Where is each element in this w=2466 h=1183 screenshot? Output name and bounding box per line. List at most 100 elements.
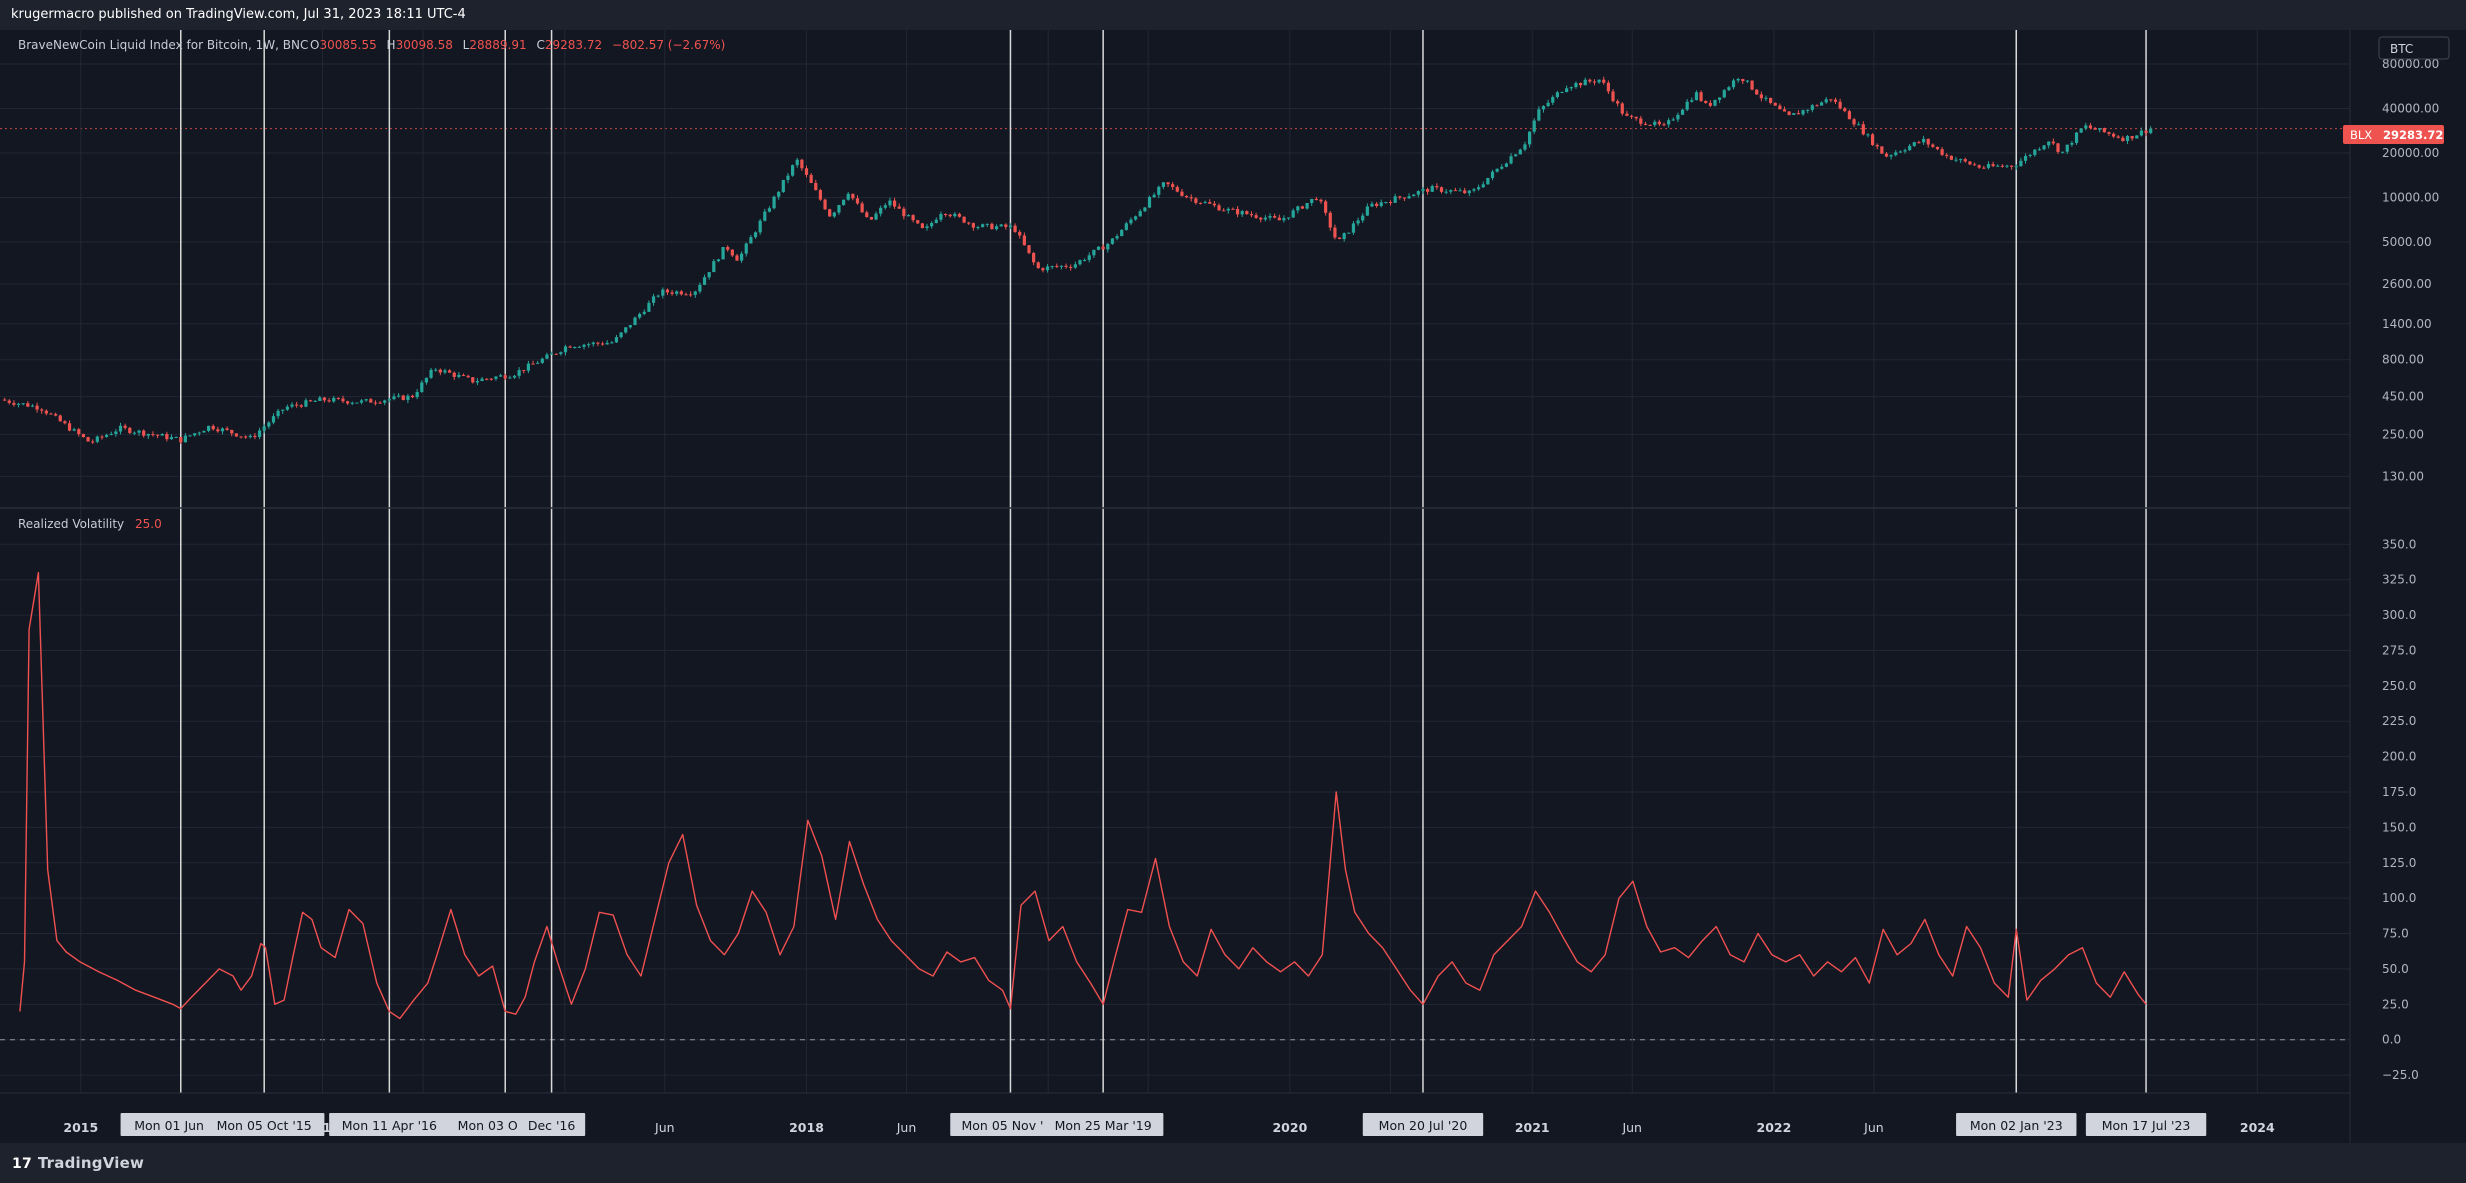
candle-body <box>823 199 827 210</box>
publish-header: krugermacro published on TradingView.com… <box>0 0 2466 30</box>
candle-body <box>244 436 248 438</box>
candle-body <box>846 193 850 200</box>
candle-body <box>531 363 535 365</box>
candle-body <box>818 190 823 200</box>
candle-body <box>837 205 841 213</box>
candle-body <box>767 208 772 212</box>
candle-body <box>642 311 646 314</box>
candle-body <box>7 400 11 403</box>
candle-body <box>1796 113 1801 115</box>
candle-body <box>1713 99 1717 106</box>
candle-body <box>1616 101 1620 104</box>
candle-body <box>1453 190 1458 192</box>
candle-body <box>1588 79 1592 82</box>
candle-body <box>957 213 962 217</box>
candle-body <box>1073 264 1077 268</box>
candle-body <box>1101 246 1105 250</box>
candle-body <box>1115 236 1119 239</box>
vol-tick-label: 275.0 <box>2382 643 2416 657</box>
chart-area[interactable]: 80000.00 40000.00 20000.00 10000.00 5000.00 2… <box>0 30 2466 1143</box>
candle-body <box>1912 142 1916 146</box>
symbol-button[interactable]: BTC <box>2378 36 2450 60</box>
candle-body <box>174 437 178 439</box>
tradingview-logo[interactable]: 17 TradingView <box>12 1154 144 1172</box>
candle-body <box>1926 138 1930 145</box>
legend-change: −802.57 (−2.67%) <box>612 38 725 52</box>
candle-body <box>1337 237 1342 240</box>
candle-body <box>2139 130 2144 136</box>
candle-body <box>994 226 999 230</box>
candle-body <box>267 422 271 427</box>
candle-body <box>892 200 897 207</box>
candle-body <box>271 416 276 423</box>
candle-body <box>1152 194 1156 198</box>
candle-body <box>1375 203 1379 206</box>
candle-body <box>1171 184 1175 187</box>
legend-symbol: BraveNewCoin Liquid Index for Bitcoin, 1… <box>18 38 308 52</box>
candle-body <box>1129 219 1133 224</box>
price-badge-price: 29283.72 <box>2383 128 2443 142</box>
chart-svg[interactable]: 80000.00 40000.00 20000.00 10000.00 5000.00 2… <box>0 30 2466 1143</box>
candle-body <box>1180 191 1184 196</box>
candle-body <box>2028 155 2032 157</box>
candle-body <box>1718 97 1722 100</box>
candle-body <box>777 191 781 197</box>
candle-body <box>1676 114 1680 120</box>
candle-body <box>1041 268 1045 271</box>
candle-body <box>281 409 285 411</box>
candle-body <box>1949 155 1953 160</box>
symbol-button-label[interactable]: BTC <box>2390 42 2413 56</box>
candle-body <box>438 369 442 373</box>
candle-body <box>1305 203 1309 209</box>
candle-body <box>313 400 317 402</box>
candle-body <box>1351 223 1356 233</box>
marker-date-badge <box>204 1113 325 1136</box>
candle-body <box>2000 165 2004 167</box>
vol-tick-label: 200.0 <box>2382 750 2416 764</box>
candle-body <box>1398 196 1402 198</box>
candle-body <box>1555 92 1559 98</box>
candle-body <box>1968 161 1972 165</box>
candle-body <box>1782 109 1787 112</box>
candle-body <box>1347 232 1351 234</box>
price-tick-label: 450.00 <box>2382 390 2424 404</box>
candle-body <box>1036 262 1040 269</box>
candle-body <box>526 363 531 371</box>
candle-body <box>202 430 206 433</box>
candle-body <box>290 404 294 407</box>
candle-body <box>2074 132 2079 143</box>
candle-body <box>1996 165 2000 167</box>
candle-body <box>1268 216 1272 218</box>
candle-body <box>397 395 401 397</box>
candle-body <box>1833 99 1838 102</box>
candle-body <box>1704 100 1708 103</box>
candle-body <box>1963 159 1967 162</box>
symbol-button-frame[interactable] <box>2378 36 2450 60</box>
candle-body <box>1333 227 1337 238</box>
candle-body <box>327 400 331 402</box>
candle-body <box>466 375 470 378</box>
candle-body <box>1680 109 1685 115</box>
candle-body <box>257 430 262 437</box>
candle-body <box>1189 197 1193 199</box>
price-tick-label: 80000.00 <box>2382 57 2439 71</box>
candle-body <box>1078 260 1082 265</box>
candle-body <box>128 427 132 433</box>
candle-body <box>1481 184 1485 188</box>
candle-body <box>1824 99 1828 103</box>
candle-body <box>2079 128 2083 133</box>
price-tick-label: 10000.00 <box>2382 191 2439 205</box>
candle-body <box>1931 144 1935 147</box>
candle-body <box>610 342 614 344</box>
candle-body <box>1671 119 1675 121</box>
candle-body <box>1416 191 1420 195</box>
candle-body <box>40 409 44 411</box>
candle-body <box>1787 111 1791 115</box>
candle-body <box>1426 189 1430 192</box>
price-tick-label: 130.00 <box>2382 469 2424 483</box>
candle-body <box>1407 196 1411 199</box>
candle-body <box>1032 253 1036 263</box>
candle-body <box>624 327 628 333</box>
time-tick-label: 2018 <box>789 1120 824 1135</box>
publish-line: krugermacro published on TradingView.com… <box>11 7 466 22</box>
